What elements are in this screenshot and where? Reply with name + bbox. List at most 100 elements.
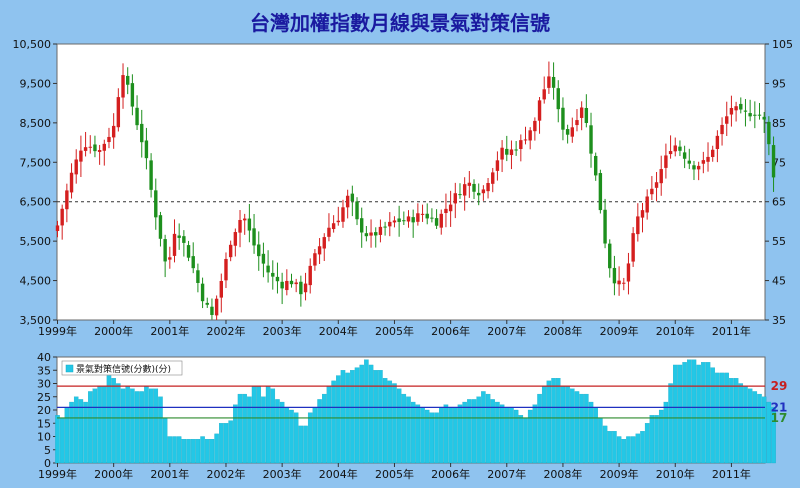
x-tick-label: 2010年: [656, 324, 695, 338]
score-bar: [270, 388, 276, 464]
score-bar: [541, 385, 547, 464]
score-bar: [120, 388, 126, 464]
candle-body: [659, 169, 663, 184]
score-bar: [368, 364, 374, 464]
score-tick-label: 40: [37, 351, 51, 364]
score-bar: [406, 396, 411, 464]
score-bar: [205, 438, 210, 464]
candle-body: [126, 75, 130, 85]
score-bar: [242, 393, 247, 464]
candle-body: [453, 193, 457, 204]
candle-body: [83, 147, 88, 151]
candle-body: [252, 228, 256, 246]
score-bar: [743, 385, 748, 464]
score-bar: [574, 391, 580, 464]
candle-body: [509, 149, 514, 156]
right-tick-label: 95: [772, 77, 786, 90]
candle-body: [636, 216, 640, 235]
x-tick-label: 2009年: [600, 324, 639, 338]
score-bar: [364, 359, 369, 464]
candle-body: [65, 190, 69, 210]
legend-box: [61, 360, 183, 376]
candle-body: [243, 218, 247, 221]
score-bar: [630, 436, 636, 464]
score-bar: [691, 359, 697, 464]
score-bar: [233, 404, 238, 464]
candle-body: [331, 223, 336, 230]
score-bar: [359, 364, 364, 464]
candle-body: [631, 233, 635, 262]
score-bar: [509, 407, 514, 464]
score-bar: [682, 362, 687, 464]
candle-body: [336, 220, 340, 223]
candle-body: [495, 160, 500, 171]
score-bar: [378, 370, 383, 464]
score-bar: [499, 404, 505, 464]
candle-body: [462, 184, 467, 196]
score-bar: [696, 364, 701, 464]
candle-body: [664, 155, 668, 168]
candle-body: [322, 237, 326, 249]
candle-body: [561, 107, 565, 130]
score-bar: [518, 415, 524, 464]
candle-body: [93, 144, 97, 152]
score-bar: [584, 393, 589, 464]
candle-body: [341, 207, 345, 222]
candle-body: [303, 283, 308, 293]
score-bar: [331, 380, 336, 464]
x-tick-label: 2009年: [600, 467, 639, 481]
score-bar: [616, 436, 622, 464]
candle-body: [135, 107, 139, 126]
score-bar: [261, 396, 266, 464]
candle-body: [579, 107, 584, 118]
candle-body: [289, 280, 294, 285]
score-bar: [476, 396, 481, 464]
score-tick-label: 0: [44, 457, 51, 470]
score-tick-label: 35: [37, 364, 51, 377]
candle-body: [285, 280, 289, 291]
score-bar: [658, 409, 664, 464]
score-bar: [687, 359, 692, 464]
candle-body: [486, 182, 490, 192]
score-bar: [106, 375, 112, 464]
score-bar: [471, 399, 477, 464]
score-reference-label: 17: [771, 411, 788, 425]
score-bar: [654, 415, 659, 464]
x-tick-label: 2004年: [319, 324, 358, 338]
score-bar: [59, 417, 65, 464]
candle-body: [439, 213, 443, 228]
candle-body: [481, 189, 486, 194]
right-tick-label: 105: [772, 38, 793, 51]
candle-body: [715, 135, 720, 150]
candle-body: [594, 155, 598, 176]
x-tick-label: 2008年: [543, 324, 582, 338]
score-tick-label: 25: [37, 391, 51, 404]
score-bar: [481, 391, 486, 464]
score-bar: [733, 378, 739, 464]
score-bar: [532, 404, 538, 464]
score-bar: [247, 396, 252, 464]
score-bar: [73, 396, 79, 464]
candle-body: [547, 76, 551, 88]
score-bar: [134, 391, 140, 464]
score-bar: [396, 388, 402, 464]
score-bar: [64, 407, 70, 464]
candle-body: [458, 194, 462, 196]
score-bar: [560, 385, 566, 464]
candle-body: [317, 246, 322, 255]
candle-body: [725, 116, 729, 124]
x-tick-label: 2003年: [263, 324, 302, 338]
candle-body: [214, 298, 219, 316]
candle-body: [434, 218, 439, 226]
candle-body: [111, 125, 116, 138]
score-reference-label: 29: [771, 379, 788, 393]
candle-body: [678, 146, 682, 151]
candle-body: [182, 236, 186, 243]
score-bar: [747, 388, 753, 464]
x-tick-label: 2001年: [150, 467, 189, 481]
score-bar: [293, 412, 299, 464]
score-bar: [401, 393, 407, 464]
candle-body: [622, 282, 626, 284]
candle-body: [537, 100, 542, 121]
